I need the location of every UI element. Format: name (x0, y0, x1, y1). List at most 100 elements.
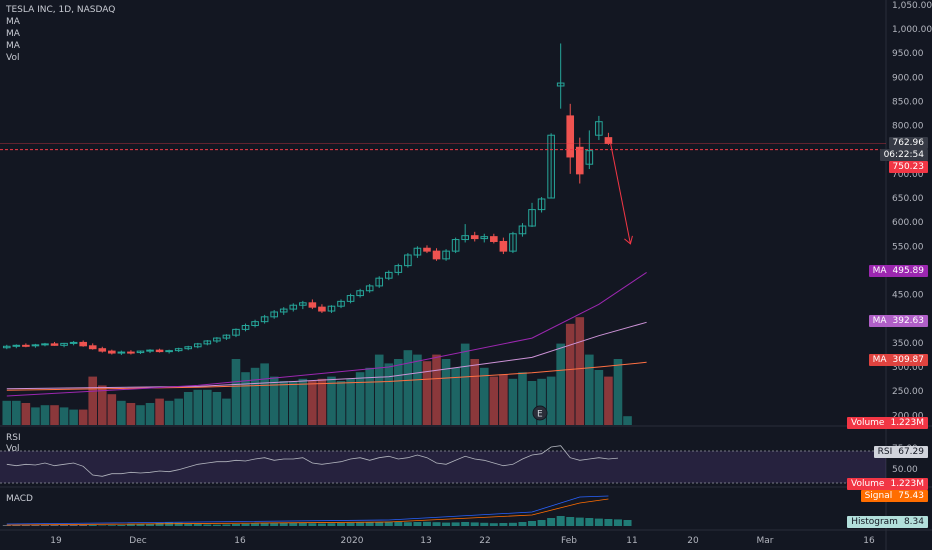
candle-body[interactable] (509, 233, 517, 252)
candle-body[interactable] (98, 348, 107, 352)
price-tick-label: 550.00 (892, 242, 924, 252)
candle-body[interactable] (318, 306, 326, 312)
candle-body[interactable] (356, 290, 364, 297)
candle-body[interactable] (470, 235, 479, 240)
volume-bar (78, 409, 88, 425)
volume-bar (585, 354, 594, 425)
candle-body[interactable] (308, 302, 317, 308)
candle-body[interactable] (50, 343, 59, 346)
candle-body[interactable] (537, 198, 546, 211)
volume-bar (575, 317, 585, 425)
candle-body[interactable] (547, 134, 555, 199)
candle-body[interactable] (165, 350, 173, 353)
macd-histogram-bar (613, 519, 622, 526)
macd-signal-tag-name: Signal (864, 491, 893, 501)
candle-body[interactable] (2, 345, 11, 349)
candle-body[interactable] (461, 235, 469, 241)
indicator-ma-1[interactable]: MA (6, 17, 20, 27)
volume-bar (489, 376, 499, 425)
candle-body[interactable] (41, 343, 49, 346)
candle-body[interactable] (289, 304, 298, 310)
candle-body[interactable] (108, 350, 116, 354)
candle-body[interactable] (423, 247, 431, 252)
candle-body[interactable] (136, 350, 145, 354)
candle-body[interactable] (442, 250, 450, 260)
macd-histogram-bar (394, 522, 403, 526)
candle-body[interactable] (575, 146, 584, 175)
candle-body[interactable] (232, 328, 240, 336)
candle-body[interactable] (222, 334, 231, 339)
candle-body[interactable] (251, 321, 259, 327)
candle-body[interactable] (193, 343, 202, 348)
candle-body[interactable] (346, 295, 355, 302)
candle-body[interactable] (213, 337, 221, 342)
candle-body[interactable] (528, 209, 536, 227)
candle-body[interactable] (499, 240, 508, 252)
macd-histogram-bar (461, 522, 470, 526)
candle-body[interactable] (432, 250, 441, 260)
macd-histogram-bar (98, 525, 107, 526)
down-arrow-line[interactable] (609, 142, 631, 244)
rsi-pane-label[interactable]: RSI (6, 433, 21, 443)
candle-body[interactable] (451, 239, 460, 252)
candle-body[interactable] (480, 236, 489, 240)
candle-body[interactable] (413, 247, 422, 256)
macd-histogram-bar (403, 522, 412, 526)
candle-body[interactable] (146, 349, 154, 352)
candle-body[interactable] (127, 351, 135, 354)
volume-bar (231, 359, 241, 425)
candle-body[interactable] (384, 271, 393, 279)
candle-body[interactable] (22, 344, 30, 347)
candle-body[interactable] (155, 349, 164, 353)
volume-bar (422, 361, 432, 425)
candle-body[interactable] (117, 351, 126, 354)
candle-body[interactable] (337, 300, 345, 307)
macd-histogram-bar (547, 518, 556, 526)
candle-body[interactable] (12, 344, 21, 347)
candle-body[interactable] (595, 121, 603, 136)
macd-hist-tag: Histogram 8.34 (847, 516, 928, 528)
rsi-vol-label[interactable]: Vol (6, 444, 20, 454)
symbol-title[interactable]: TESLA INC, 1D, NASDAQ (6, 5, 116, 15)
volume-bar (594, 370, 604, 425)
candle-body[interactable] (490, 236, 498, 242)
indicator-ma-2[interactable]: MA (6, 29, 20, 39)
macd-line (6, 495, 609, 525)
earnings-marker[interactable] (532, 405, 548, 421)
candle-body[interactable] (585, 150, 594, 165)
candle-body[interactable] (375, 277, 384, 287)
candle-body[interactable] (174, 348, 183, 352)
macd-histogram-bar (480, 522, 489, 526)
candle-body[interactable] (556, 82, 565, 87)
candle-body[interactable] (299, 302, 307, 306)
rsi-tag-value: 67.29 (898, 447, 924, 457)
candle-body[interactable] (79, 341, 87, 347)
candle-body[interactable] (394, 265, 403, 273)
candle-body[interactable] (69, 341, 78, 344)
candle-body[interactable] (604, 137, 613, 144)
candle-body[interactable] (203, 340, 212, 345)
candle-body[interactable] (566, 115, 575, 158)
candle-body[interactable] (60, 342, 68, 346)
candle-body[interactable] (404, 254, 412, 267)
candle-body[interactable] (327, 305, 336, 312)
indicator-ma-3[interactable]: MA (6, 41, 20, 51)
volume-bar (298, 378, 308, 425)
candle-body[interactable] (88, 345, 97, 350)
macd-pane-label[interactable]: MACD (6, 494, 33, 504)
macd-signal-tag-value: 75.43 (898, 491, 924, 501)
candle-body[interactable] (365, 285, 374, 292)
candle-body[interactable] (270, 311, 278, 318)
indicator-vol[interactable]: Vol (6, 53, 20, 63)
macd-signal-line (6, 498, 609, 526)
candle-body[interactable] (241, 325, 250, 330)
candle-body[interactable] (518, 225, 527, 235)
macd-histogram-bar (21, 525, 30, 526)
candle-body[interactable] (184, 346, 193, 350)
price-tick-label: 1,000.00 (892, 25, 932, 35)
candle-body[interactable] (260, 316, 269, 323)
candle-body[interactable] (279, 308, 288, 313)
candle-body[interactable] (31, 344, 40, 347)
macd-histogram-bar (241, 523, 250, 526)
